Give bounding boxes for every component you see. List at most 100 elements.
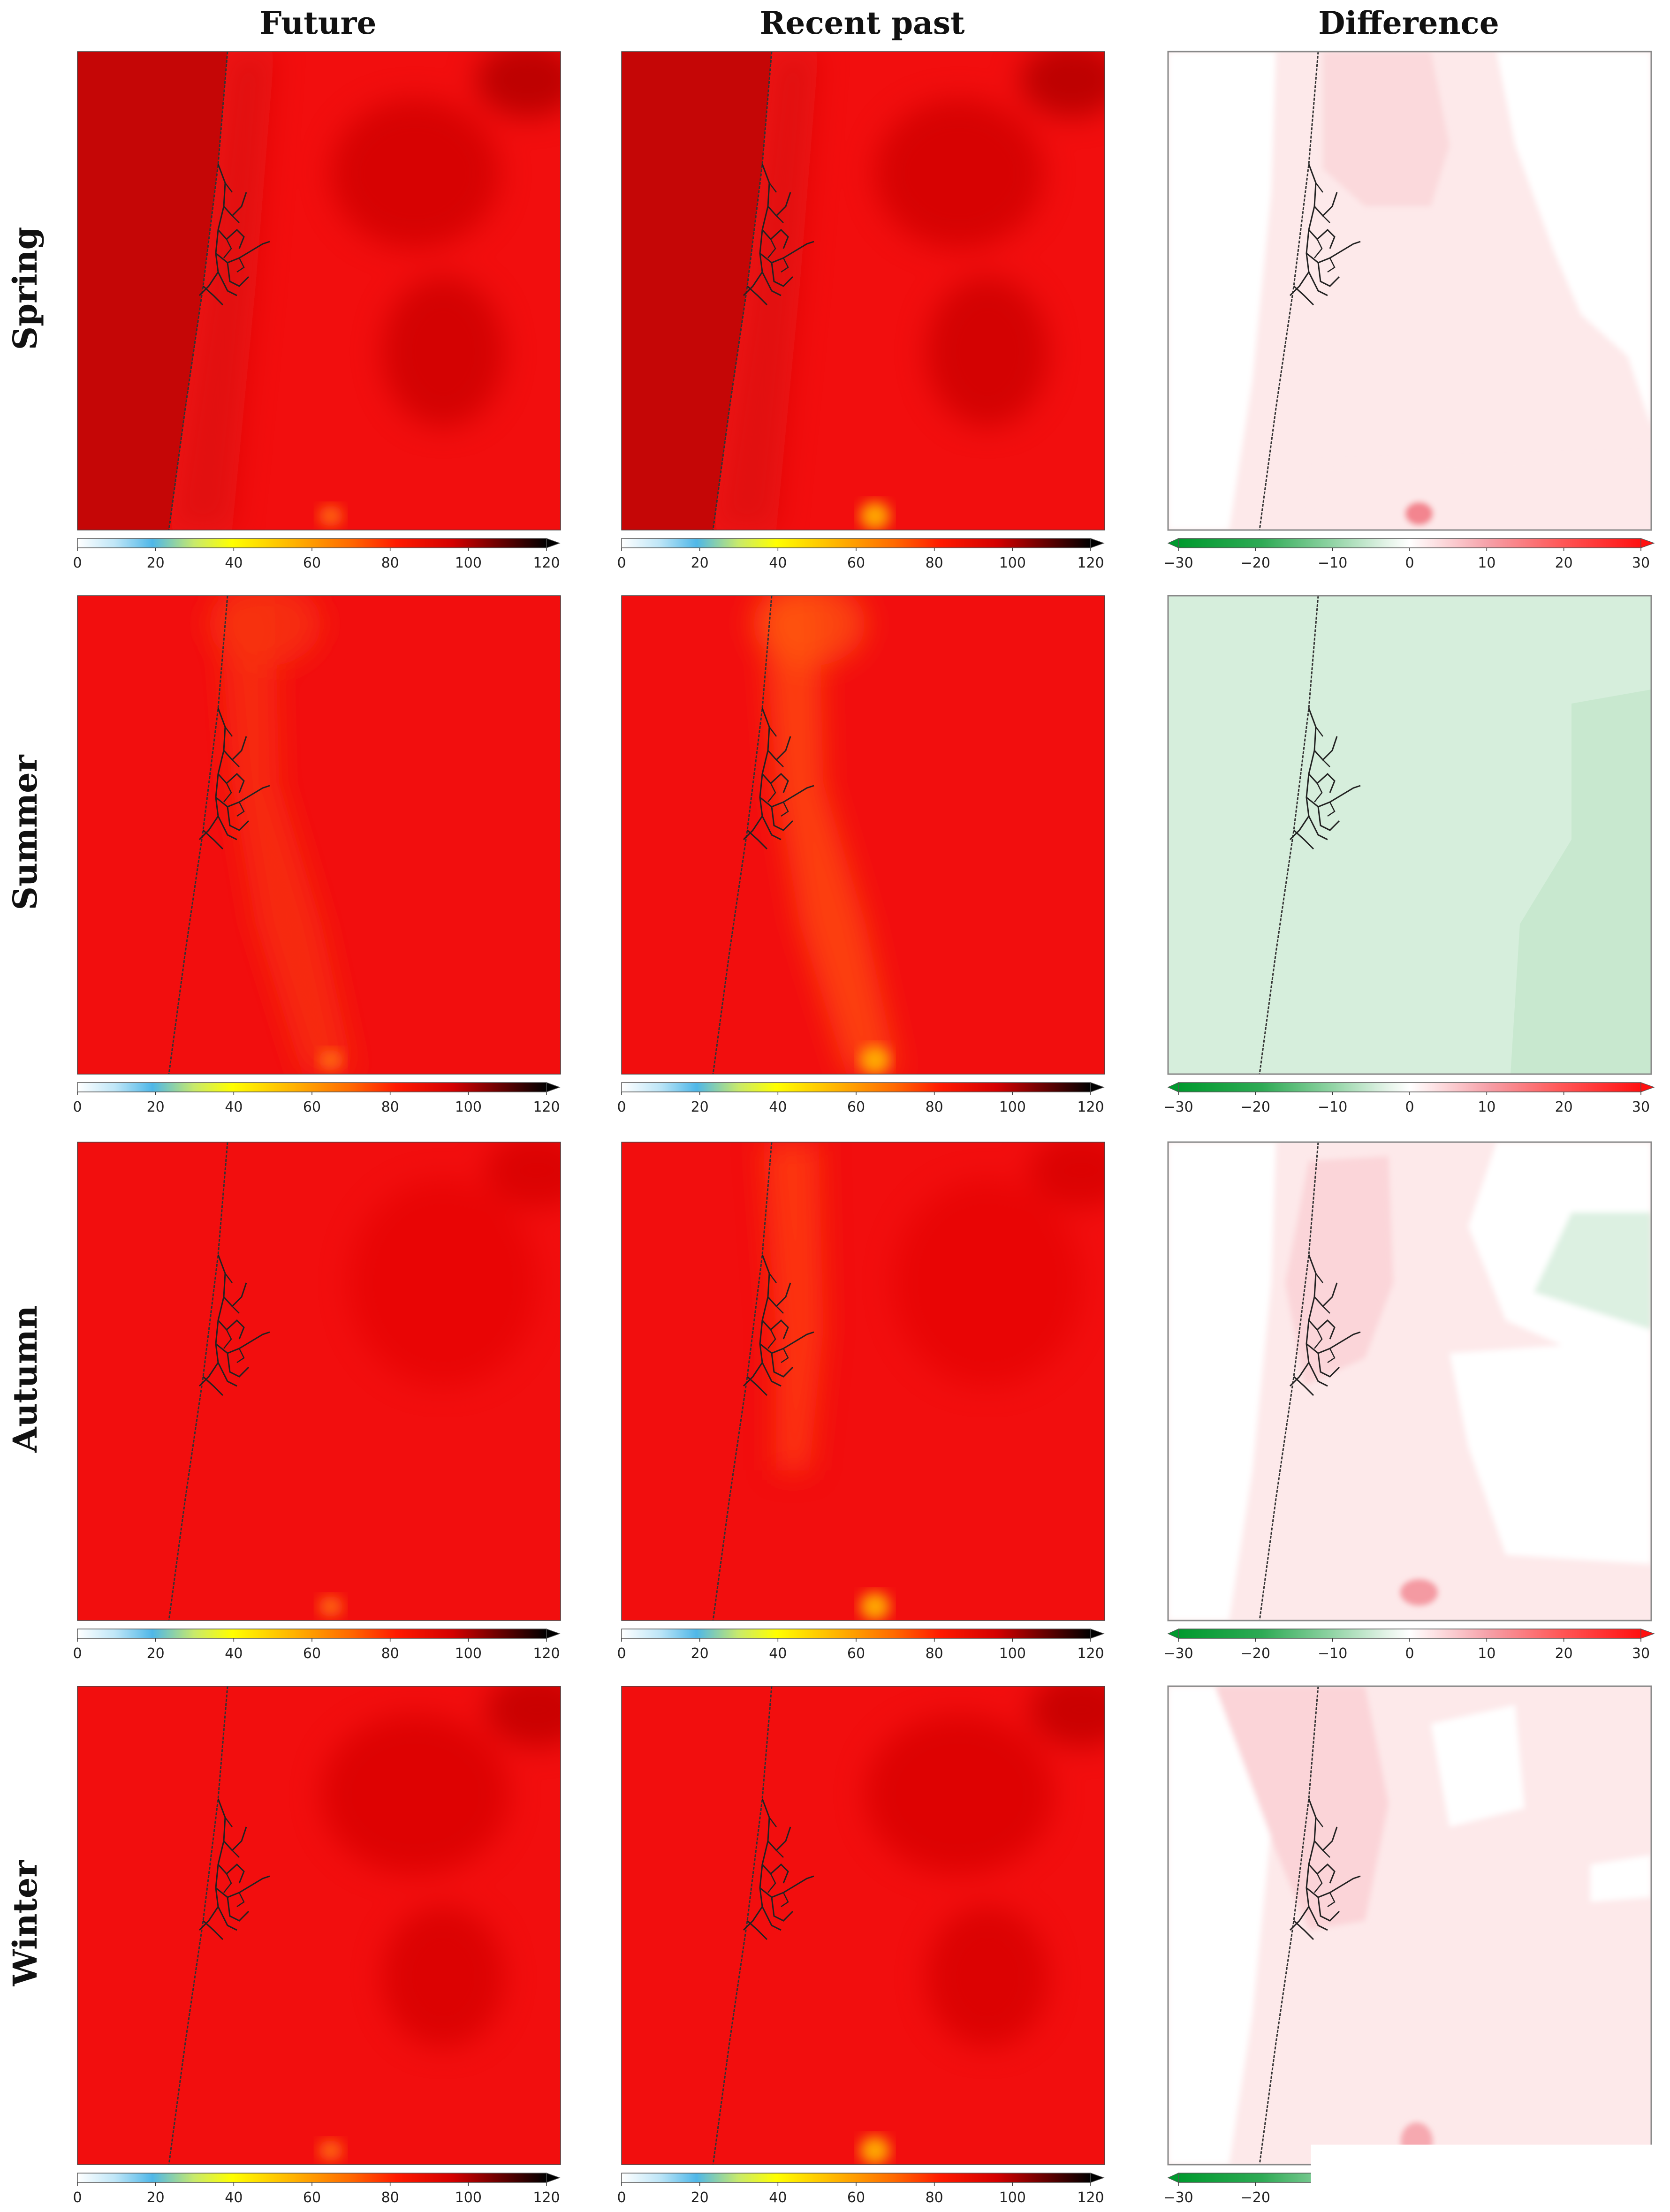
colorbar-difference-spring: −30 −20 −10 0 10 20 30 [1163,538,1654,571]
colorbar-tick-label: −20 [1241,1099,1270,1115]
colorbar-tick-label: 120 [1077,555,1104,571]
map-panel-difference-spring [1168,52,1651,530]
colorbar-tick-label: 0 [1405,1099,1414,1115]
colorbar-tick-label: 10 [1478,555,1495,571]
colorbar-tick-label: 20 [147,2189,165,2206]
colorbar-difference-winter: −30 −20 −10 0 10 20 30 [1163,2173,1654,2206]
colorbar-tick-label: −30 [1163,2189,1193,2206]
colorbar-tick-label: 60 [303,1099,321,1115]
map-panel-difference-summer [1168,596,1651,1074]
colorbar-recent-past-winter: 0 20 40 60 80 100 120 [617,2173,1104,2206]
colorbar-tick-label: 60 [303,555,321,571]
colorbar-tick-label: 20 [691,2189,709,2206]
colorbar-tick-label: 60 [847,2189,865,2206]
colorbar-tick-label: −20 [1241,555,1270,571]
colorbar-extend-max [547,1083,560,1092]
colorbar-tick-label: 10 [1478,1645,1495,1662]
colorbar-tick-label: 100 [999,2189,1026,2206]
colorbar-strip [1178,1083,1641,1092]
colorbar-extend-min [1168,538,1178,548]
row-header-spring: Spring [6,227,45,350]
colorbar-tick-label: 0 [617,2189,626,2206]
colorbar-tick-label: 40 [225,1645,243,1662]
colorbar-tick-label: 0 [617,555,626,571]
map-panel-recent-past-winter [622,1672,1133,2165]
colorbar-tick-label: 60 [303,1645,321,1662]
colorbar-tick-label: 80 [381,1645,399,1662]
colorbar-extend-max [547,2173,560,2182]
colorbar-tick-label: −20 [1241,2189,1270,2206]
colorbar-strip [77,538,547,548]
colorbar-tick-label: 60 [847,1099,865,1115]
colorbar-tick-label: 0 [1405,555,1414,571]
colorbar-recent-past-autumn: 0 20 40 60 80 100 120 [617,1629,1104,1662]
colorbar-tick-label: 100 [999,1645,1026,1662]
colorbar-extend-max [1641,538,1654,548]
colorbar-tick-label: 10 [1478,1099,1495,1115]
colorbar-tick-label: 100 [455,1645,482,1662]
colorbar-tick-label: 0 [1405,1645,1414,1662]
colorbar-tick-label: 40 [225,2189,243,2206]
colorbar-tick-label: 20 [691,1645,709,1662]
colorbar-tick-label: −30 [1163,555,1193,571]
colorbar-tick-label: 40 [225,1099,243,1115]
colorbar-tick-label: 30 [1632,1645,1650,1662]
colorbar-tick-label: 60 [303,2189,321,2206]
colorbar-tick-label: 20 [147,1645,165,1662]
colorbar-future-winter: 0 20 40 60 80 100 120 [73,2173,560,2206]
colorbar-extend-min [1168,1629,1178,1638]
colorbar-extend-max [1091,2173,1104,2182]
colorbar-tick-label: 20 [1555,1645,1573,1662]
colorbar-extend-max [547,538,560,548]
colorbar-tick-label: 0 [73,2189,82,2206]
colorbar-tick-label: 120 [533,1645,560,1662]
map-panel-future-winter [77,1672,589,2165]
colorbar-tick-label: 40 [769,1645,787,1662]
map-panel-recent-past-autumn [622,1133,1133,1621]
colorbar-tick-label: 0 [617,1099,626,1115]
row-header-summer: Summer [6,754,45,910]
column-header-recent-past: Recent past [759,5,965,41]
map-panel-recent-past-summer [622,582,1105,1074]
colorbar-strip [77,2173,547,2182]
colorbar-tick-label: 0 [73,555,82,571]
colorbar-strip [622,1629,1091,1638]
colorbar-tick-label: 100 [999,555,1026,571]
map-panel-future-autumn [77,1133,589,1621]
colorbar-tick-label: 60 [847,555,865,571]
colorbar-strip [1178,538,1641,548]
colorbar-tick-label: 30 [1632,2189,1650,2206]
colorbar-tick-label: 40 [769,2189,787,2206]
column-header-future: Future [260,5,377,41]
colorbar-tick-label: 30 [1632,1099,1650,1115]
colorbar-strip [1178,2173,1641,2182]
colorbar-extend-min [1168,2173,1178,2182]
colorbar-extend-max [1641,1083,1654,1092]
colorbar-tick-label: −10 [1318,1099,1347,1115]
colorbar-tick-label: 0 [617,1645,626,1662]
colorbar-tick-label: −10 [1318,555,1347,571]
colorbar-tick-label: 80 [381,1099,399,1115]
colorbar-tick-label: 80 [381,2189,399,2206]
colorbar-tick-label: 0 [73,1099,82,1115]
colorbar-strip [77,1083,547,1092]
colorbar-tick-label: 0 [73,1645,82,1662]
colorbar-difference-summer: −30 −20 −10 0 10 20 30 [1163,1083,1654,1115]
colorbar-tick-label: −20 [1241,1645,1270,1662]
colorbar-tick-label: 120 [533,555,560,571]
colorbar-strip [1178,1629,1641,1638]
colorbar-tick-label: 80 [926,1099,943,1115]
colorbar-strip [77,1629,547,1638]
colorbar-strip [622,538,1091,548]
colorbar-tick-label: 100 [455,1099,482,1115]
colorbar-extend-min [1168,1083,1178,1092]
map-panel-difference-autumn [1168,1142,1651,1621]
colorbar-tick-label: −30 [1163,1099,1193,1115]
colorbar-tick-label: 80 [926,1645,943,1662]
colorbar-tick-label: 20 [1555,555,1573,571]
colorbar-tick-label: −30 [1163,1645,1193,1662]
colorbar-future-summer: 0 20 40 60 80 100 120 [73,1083,560,1115]
colorbar-tick-label: 40 [769,555,787,571]
colorbar-tick-label: 20 [1555,2189,1573,2206]
